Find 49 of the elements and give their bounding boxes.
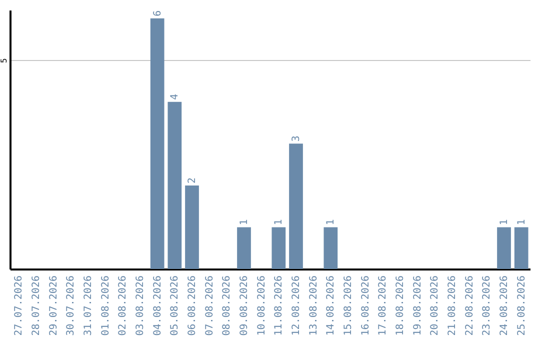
x-tick-label: 04.08.2026 <box>152 276 164 336</box>
bar <box>272 227 286 269</box>
data-label: 1 <box>239 219 250 226</box>
x-tick-label: 31.07.2026 <box>83 276 94 336</box>
x-tick-label: 14.08.2026 <box>326 276 337 336</box>
x-tick-label: 30.07.2026 <box>66 276 77 336</box>
x-tick-label: 29.07.2026 <box>48 276 60 336</box>
x-tick-label: 01.08.2026 <box>100 276 112 336</box>
bar <box>168 102 182 269</box>
x-tick-label: 07.08.2026 <box>204 276 216 336</box>
y-tick-label: 5 <box>0 58 8 64</box>
data-label: 1 <box>499 219 510 226</box>
x-tick-label: 10.08.2026 <box>256 276 268 336</box>
x-tick-label: 19.08.2026 <box>412 276 424 336</box>
data-label: 6 <box>152 10 164 16</box>
x-tick-label: 20.08.2026 <box>430 276 441 336</box>
bar <box>150 18 164 269</box>
x-tick-label: 09.08.2026 <box>239 276 250 336</box>
bar <box>237 227 251 269</box>
x-tick-label: 08.08.2026 <box>222 276 233 336</box>
x-tick-label: 24.08.2026 <box>499 276 510 336</box>
data-label: 3 <box>291 136 302 142</box>
x-tick-label: 15.08.2026 <box>343 276 354 336</box>
x-tick-label: 03.08.2026 <box>135 276 146 336</box>
x-tick-label: 06.08.2026 <box>187 276 198 336</box>
data-label: 1 <box>516 219 528 226</box>
x-tick-label: 28.07.2026 <box>31 276 42 336</box>
bar <box>514 227 528 269</box>
x-tick-label: 25.08.2026 <box>516 276 528 336</box>
x-tick-label: 22.08.2026 <box>464 276 476 336</box>
bar <box>185 185 199 269</box>
data-label: 4 <box>170 94 181 100</box>
x-tick-label: 21.08.2026 <box>447 276 458 336</box>
bar <box>497 227 511 269</box>
x-tick-label: 18.08.2026 <box>395 276 406 336</box>
bar <box>324 227 338 269</box>
x-tick-label: 27.07.2026 <box>14 276 25 336</box>
x-tick-label: 12.08.2026 <box>291 276 302 336</box>
data-label: 2 <box>187 177 198 184</box>
x-tick-label: 13.08.2026 <box>308 276 320 336</box>
x-tick-label: 16.08.2026 <box>360 276 372 336</box>
x-tick-label: 23.08.2026 <box>482 276 493 336</box>
bar <box>289 144 303 269</box>
x-tick-label: 17.08.2026 <box>378 276 389 336</box>
x-tick-label: 02.08.2026 <box>118 276 129 336</box>
x-tick-label: 11.08.2026 <box>274 276 285 336</box>
x-tick-label: 05.08.2026 <box>170 276 181 336</box>
data-label: 1 <box>326 219 337 226</box>
data-label: 1 <box>274 219 285 226</box>
